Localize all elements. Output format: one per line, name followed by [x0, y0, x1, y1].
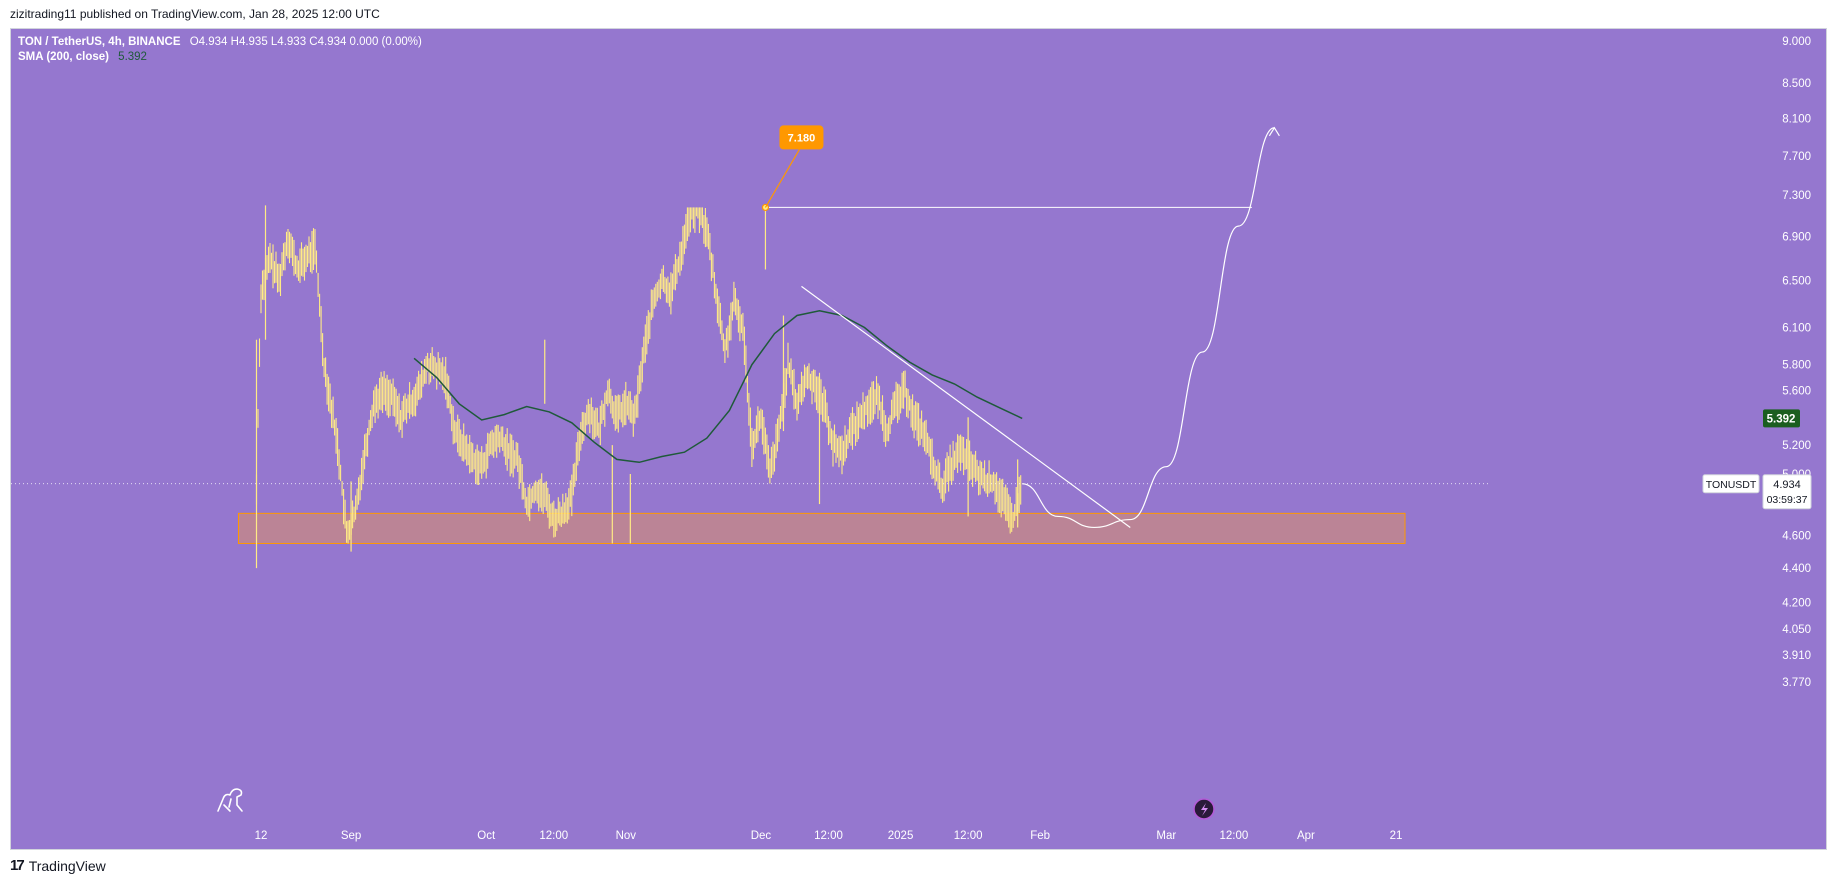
y-tick-label: 7.300 [1782, 190, 1811, 202]
y-tick-label: 6.100 [1782, 323, 1811, 335]
y-tick-label: 9.000 [1782, 36, 1811, 48]
legend-sma-label: SMA (200, close) [18, 51, 109, 63]
y-tick-label: 3.770 [1782, 677, 1811, 689]
high-callout-label: 7.180 [788, 132, 816, 144]
x-tick-label: 12:00 [954, 830, 983, 842]
last-price-badge [1762, 474, 1812, 510]
x-tick-label: 12:00 [539, 830, 568, 842]
y-tick-label: 8.100 [1782, 114, 1811, 126]
x-tick-label: Dec [751, 830, 772, 842]
y-tick-label: 4.200 [1782, 597, 1811, 609]
y-tick-label: 4.400 [1782, 563, 1811, 575]
x-tick-label: Apr [1297, 830, 1315, 842]
support-zone [237, 512, 1406, 544]
symbol-badge [1702, 474, 1760, 494]
x-tick-label: Sep [341, 830, 361, 842]
y-tick-label: 4.600 [1782, 530, 1811, 542]
sma-price-badge-label: 5.392 [1767, 413, 1796, 425]
x-tick-label: 21 [1390, 830, 1403, 842]
legend-sma-value: 5.392 [118, 51, 147, 63]
y-tick-label: 5.800 [1782, 360, 1811, 372]
x-tick-label: 12:00 [814, 830, 843, 842]
x-tick-label: Oct [477, 830, 496, 842]
legend-ohlc: O4.934 H4.935 L4.933 C4.934 0.000 (0.00%… [189, 36, 422, 48]
x-tick-label: Mar [1156, 830, 1176, 842]
projection-arrowhead [1268, 126, 1280, 137]
legend-symbol: TON / TetherUS, 4h, BINANCE [18, 36, 181, 48]
y-tick-label: 6.500 [1782, 276, 1811, 288]
sma-price-badge [1763, 409, 1800, 428]
x-tick-label: 12:00 [1219, 830, 1248, 842]
y-tick-label: 5.600 [1782, 386, 1811, 398]
y-tick-label: 6.900 [1782, 232, 1811, 244]
symbol-badge-label: TONUSDT [1706, 479, 1757, 491]
chart-pane[interactable]: 7.180 9.000 8.500 8.100 7.700 7.300 6.900 6.50… [10, 28, 1827, 850]
y-tick-label: 8.500 [1782, 78, 1811, 90]
last-price-label: 4.934 [1773, 479, 1801, 491]
y-tick-label: 7.700 [1782, 151, 1811, 163]
tradingview-logo-icon: 17 [10, 857, 25, 874]
countdown-label: 03:59:37 [1767, 494, 1808, 506]
legend-sma-row: SMA (200, close) 5.392 [18, 51, 147, 63]
published-by-line: zizitrading11 published on TradingView.c… [10, 7, 380, 21]
legend-symbol-row: TON / TetherUS, 4h, BINANCE O4.934 H4.93… [18, 36, 422, 48]
sma-200-line [413, 310, 1023, 464]
tradingview-brand-text: TradingView [28, 857, 106, 874]
x-tick-label: Nov [616, 830, 637, 842]
descending-trendline [801, 285, 1131, 528]
y-tick-label: 4.050 [1782, 624, 1811, 636]
price-chart[interactable]: 7.180 9.000 8.500 8.100 7.700 7.300 6.900 6.50… [11, 29, 1826, 849]
x-tick-label: 12 [255, 830, 268, 842]
lightning-bolt-glyph [1201, 803, 1208, 816]
y-tick-label: 3.910 [1782, 650, 1811, 662]
x-tick-label: Feb [1030, 830, 1050, 842]
tradingview-footer[interactable]: 17 TradingView [10, 857, 106, 874]
y-tick-label: 5.200 [1782, 440, 1811, 452]
dinosaur-icon [217, 788, 243, 812]
high-callout-box [779, 125, 824, 150]
callout-leader [764, 149, 800, 208]
projection-path [1022, 127, 1275, 529]
x-tick-label: 2025 [888, 830, 914, 842]
